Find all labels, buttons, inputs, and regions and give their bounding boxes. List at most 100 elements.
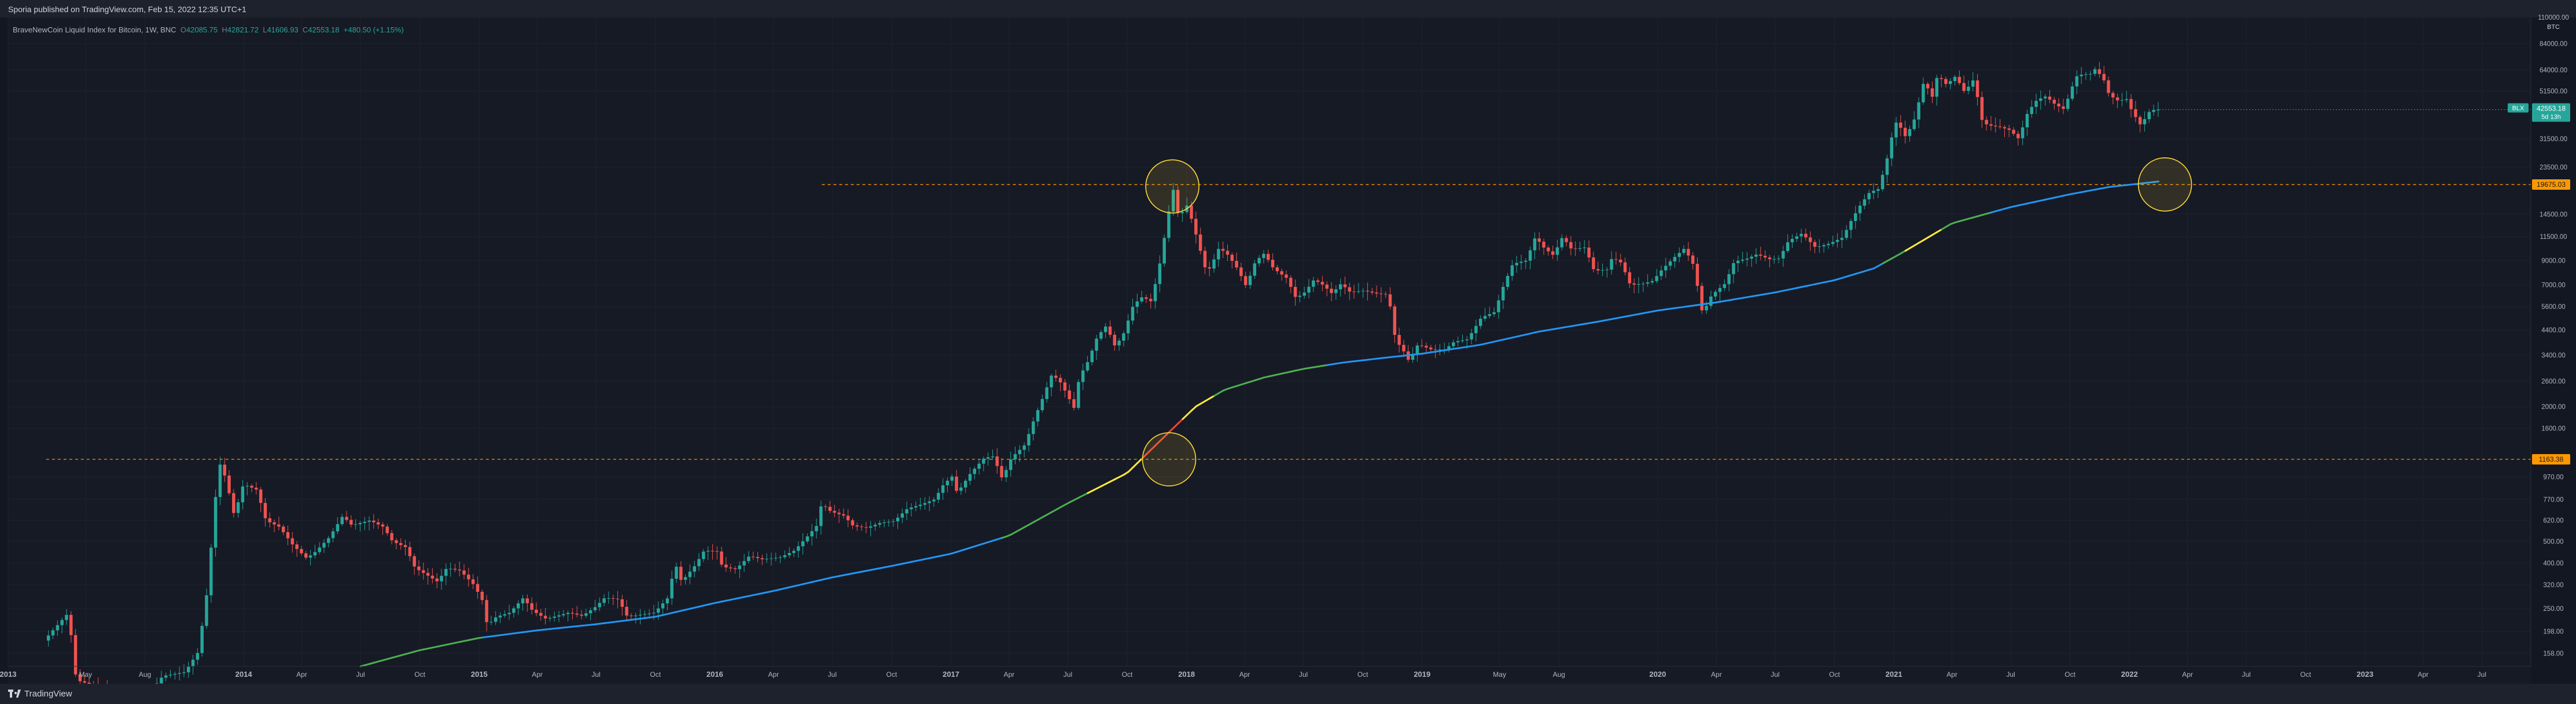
candle-body	[580, 614, 583, 616]
ma-segment	[1922, 236, 1929, 241]
candle	[46, 630, 50, 647]
candle	[290, 532, 295, 553]
candle-body	[263, 503, 267, 518]
candle	[1709, 290, 1713, 309]
candle-body	[1108, 326, 1112, 335]
candle-body	[837, 513, 841, 514]
candle	[557, 610, 561, 622]
ma-segment	[1213, 392, 1220, 397]
candle	[869, 521, 873, 537]
y-tick-label: 9000.00	[2541, 257, 2566, 264]
candle	[1036, 407, 1040, 427]
candle	[1646, 274, 1650, 287]
candle-body	[1687, 249, 1690, 256]
candle-body	[281, 526, 285, 532]
candle-body	[413, 556, 416, 567]
candle	[2012, 127, 2015, 136]
candle	[973, 466, 977, 480]
y-tick-label: 198.00	[2543, 628, 2563, 635]
candle-body	[945, 480, 950, 485]
candle-body	[476, 584, 480, 592]
candle-body	[363, 522, 366, 524]
candle	[1912, 111, 1916, 131]
candle	[1628, 267, 1632, 289]
candle	[733, 566, 737, 574]
candle-body	[787, 553, 791, 555]
x-tick-label: Oct	[2065, 670, 2075, 679]
high-value: 42821.72	[227, 25, 259, 34]
candle-body	[395, 540, 398, 543]
candle	[611, 595, 615, 606]
candle-body	[801, 541, 805, 547]
candle-body	[1325, 284, 1329, 289]
candle	[797, 541, 800, 558]
candle-body	[1190, 205, 1193, 219]
candle	[1032, 417, 1035, 441]
candle	[304, 551, 308, 560]
chart-area[interactable]	[8, 17, 2531, 684]
candle-body	[1393, 306, 1397, 335]
ma-segment	[1195, 403, 1202, 407]
candle	[634, 613, 638, 624]
candle	[1172, 183, 1175, 216]
candle-body	[937, 493, 940, 500]
candle-body	[1312, 280, 1315, 287]
candle	[1695, 257, 1699, 292]
candle-body	[73, 635, 78, 674]
candle	[2075, 70, 2079, 94]
candle-body	[200, 625, 204, 653]
x-tick-label: Apr	[532, 670, 543, 679]
low-key: L	[263, 25, 267, 34]
candle-body	[810, 531, 814, 537]
candle	[2147, 109, 2151, 123]
candle-body	[2021, 127, 2025, 138]
x-tick-label: 2022	[2121, 670, 2138, 679]
candle	[1985, 116, 1988, 131]
candle	[1782, 245, 1785, 267]
candle-body	[2134, 109, 2137, 117]
candle-body	[760, 558, 764, 559]
candle	[1320, 275, 1324, 292]
candle-body	[1068, 390, 1071, 400]
candle	[1659, 265, 1663, 281]
candle-body	[1366, 290, 1370, 292]
level-price-label: 1163.38	[2539, 455, 2564, 463]
candle	[1077, 379, 1080, 410]
candle-body	[46, 635, 50, 641]
y-tick-label: 84000.00	[2540, 40, 2567, 47]
candle	[358, 521, 362, 532]
ma-segment	[1191, 405, 1197, 411]
candle-body	[715, 551, 719, 552]
candle-body	[187, 666, 190, 673]
level-price-label: 19675.03	[2537, 180, 2566, 189]
candle	[525, 594, 529, 612]
candle	[535, 602, 538, 617]
candle	[480, 589, 484, 605]
candle-body	[1470, 333, 1473, 340]
candle-body	[1537, 238, 1541, 242]
candle	[1642, 281, 1645, 292]
candle	[1470, 329, 1473, 345]
y-tick-label: 11500.00	[2540, 234, 2567, 241]
candle	[1425, 342, 1428, 354]
x-tick-label: Oct	[414, 670, 425, 679]
ma-segment	[1132, 462, 1139, 469]
candle	[1989, 116, 1993, 131]
candle-body	[376, 522, 380, 525]
candle-body	[2012, 130, 2015, 134]
candle	[1420, 339, 1423, 348]
candle-body	[268, 518, 272, 522]
y-tick-label: 5600.00	[2541, 304, 2566, 311]
candle-body	[1885, 158, 1889, 175]
candle-body	[679, 566, 683, 580]
candle	[1831, 235, 1835, 247]
candle	[896, 513, 900, 529]
candle-body	[1050, 375, 1053, 388]
candle	[548, 615, 552, 622]
candle	[851, 518, 855, 529]
candle-body	[1849, 221, 1853, 230]
tradingview-logo[interactable]: TradingView	[8, 689, 72, 699]
candle-body	[462, 570, 466, 575]
candle	[1980, 91, 1984, 128]
